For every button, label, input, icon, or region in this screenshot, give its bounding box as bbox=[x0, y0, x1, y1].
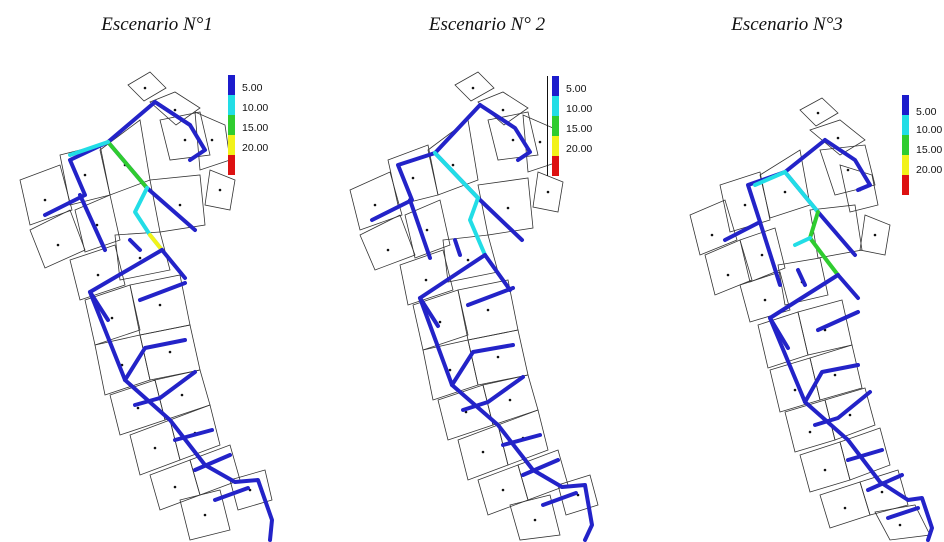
legend-seg-yellow bbox=[552, 136, 559, 156]
legend-seg-blue bbox=[228, 75, 235, 95]
legend-label-10: 10.00 bbox=[916, 124, 943, 136]
legend-label-20: 20.00 bbox=[242, 142, 269, 154]
legend-seg-blue bbox=[552, 76, 559, 96]
legend-label-15: 15.00 bbox=[916, 144, 943, 156]
legend-seg-red bbox=[228, 155, 235, 175]
legend-seg-cyan bbox=[902, 115, 909, 135]
legend-label-10: 10.00 bbox=[566, 103, 593, 115]
node-dots-2 bbox=[373, 86, 580, 522]
legend-seg-cyan bbox=[552, 96, 559, 116]
network-map-3 bbox=[689, 97, 934, 542]
city-blocks-3 bbox=[689, 97, 931, 541]
legend-label-20: 20.00 bbox=[566, 143, 593, 155]
legend-seg-red bbox=[552, 156, 559, 176]
legend-label-5: 5.00 bbox=[242, 82, 263, 94]
scenario-panel-3: Escenario N°3 bbox=[630, 0, 944, 542]
legend-seg-red bbox=[902, 175, 909, 195]
scenario-title-1: Escenario N°1 bbox=[101, 14, 213, 35]
legend-color-bar bbox=[902, 95, 909, 195]
scenario-title-3: Escenario N°3 bbox=[731, 14, 843, 35]
legend-seg-green bbox=[902, 135, 909, 155]
pipes-3 bbox=[723, 138, 934, 542]
legend-color-bar bbox=[552, 76, 559, 176]
city-blocks-2 bbox=[349, 71, 599, 541]
legend-seg-green bbox=[228, 115, 235, 135]
legend-label-5: 5.00 bbox=[916, 106, 937, 118]
legend-seg-green bbox=[552, 116, 559, 136]
network-map-2 bbox=[349, 71, 599, 542]
scenario-panel-1: Escenario N°1 bbox=[0, 0, 314, 542]
city-blocks-1 bbox=[19, 71, 273, 541]
network-map-1 bbox=[19, 71, 274, 542]
legend-label-20: 20.00 bbox=[916, 164, 943, 176]
node-dots-3 bbox=[710, 111, 902, 527]
legend-label-10: 10.00 bbox=[242, 102, 269, 114]
pipes-2 bbox=[370, 103, 594, 542]
legend-label-5: 5.00 bbox=[566, 83, 587, 95]
scenario-panel-2: Escenario N° 2 bbox=[330, 0, 644, 542]
scenario-title-2: Escenario N° 2 bbox=[428, 14, 546, 35]
legend-seg-yellow bbox=[228, 135, 235, 155]
legend-seg-cyan bbox=[228, 95, 235, 115]
legend-label-15: 15.00 bbox=[566, 123, 593, 135]
legend-axis-line bbox=[547, 76, 548, 176]
pipes-1 bbox=[43, 100, 274, 542]
legend-color-bar bbox=[228, 75, 235, 175]
legend-label-15: 15.00 bbox=[242, 122, 269, 134]
legend-seg-blue bbox=[902, 95, 909, 115]
legend-seg-yellow bbox=[902, 155, 909, 175]
